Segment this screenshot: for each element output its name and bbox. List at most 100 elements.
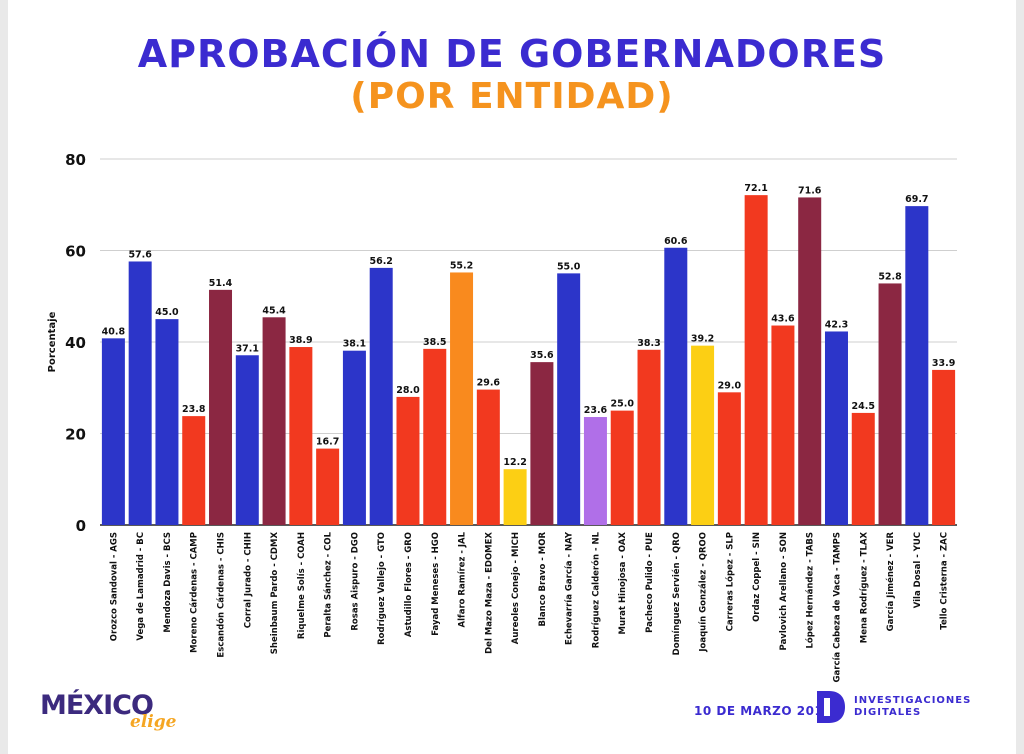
bar bbox=[155, 319, 179, 525]
y-tick-label: 80 bbox=[65, 151, 86, 169]
x-tick-label: Vila Dosal - YUC bbox=[913, 532, 923, 608]
data-label: 33.9 bbox=[932, 358, 955, 369]
data-label: 12.2 bbox=[503, 457, 526, 468]
x-tick-label: Astudillo Flores - GRO bbox=[404, 532, 414, 637]
x-tick-label: Peralta Sánchez - COL bbox=[324, 531, 334, 637]
logo-text-main: MÉXICO bbox=[40, 690, 154, 721]
data-label: 37.1 bbox=[236, 343, 259, 354]
y-axis-label: Porcentaje bbox=[47, 311, 58, 372]
x-tick-label: Corral Jurado - CHIH bbox=[243, 532, 253, 628]
bar bbox=[771, 325, 795, 525]
data-label: 25.0 bbox=[611, 399, 635, 410]
brand-line-1: INVESTIGACIONES bbox=[854, 695, 972, 706]
data-label: 23.8 bbox=[182, 404, 206, 415]
data-label: 39.2 bbox=[691, 334, 714, 345]
x-tick-label: Rodríguez Calderón - NL bbox=[590, 531, 601, 648]
bar bbox=[423, 348, 447, 525]
investigaciones-digitales-logo: INVESTIGACIONES DIGITALES bbox=[814, 688, 971, 726]
y-tick-label: 20 bbox=[65, 426, 86, 444]
bar bbox=[530, 362, 554, 525]
bar bbox=[450, 272, 474, 525]
chart-subtitle: (POR ENTIDAD) bbox=[350, 76, 674, 117]
x-tick-label: Sheinbaum Pardo - CDMX bbox=[270, 532, 280, 655]
x-tick-label: Escandón Cárdenas - CHIS bbox=[216, 532, 227, 658]
data-label: 60.6 bbox=[664, 236, 688, 247]
x-tick-label: Rodríguez Vallejo - GTO bbox=[377, 532, 387, 645]
bar bbox=[503, 469, 527, 525]
bar bbox=[369, 267, 393, 525]
x-tick-label: Vega de Lamadrid - BC bbox=[136, 532, 146, 641]
bar bbox=[396, 396, 420, 525]
data-label: 38.5 bbox=[423, 337, 446, 348]
x-tick-label: Orozco Sandoval - AGS bbox=[109, 532, 119, 641]
y-tick-label: 0 bbox=[76, 517, 86, 535]
data-label: 38.3 bbox=[637, 338, 660, 349]
data-label: 56.2 bbox=[369, 256, 392, 267]
bar bbox=[101, 338, 125, 525]
publication-date: 10 DE MARZO 2019 bbox=[694, 704, 833, 718]
logo-text-script: elige bbox=[130, 712, 177, 732]
data-label: 38.9 bbox=[289, 335, 312, 346]
data-label: 29.0 bbox=[718, 380, 742, 391]
data-label: 45.0 bbox=[155, 307, 179, 318]
bar bbox=[316, 448, 340, 525]
x-tick-label: Mena Rodríguez - TLAX bbox=[859, 532, 869, 644]
x-tick-label: Riquelme Solís - COAH bbox=[297, 532, 307, 639]
x-tick-label: Tello Cristerna - ZAC bbox=[940, 532, 950, 630]
data-label: 71.6 bbox=[798, 185, 822, 196]
x-tick-label: Alfaro Ramírez - JAL bbox=[458, 531, 468, 627]
bar bbox=[557, 273, 581, 525]
data-label: 57.6 bbox=[128, 249, 152, 260]
x-tick-label: Domínguez Servién - QRO bbox=[671, 532, 682, 655]
data-label: 45.4 bbox=[262, 305, 286, 316]
bar bbox=[851, 412, 875, 525]
bar bbox=[691, 345, 715, 525]
bar bbox=[905, 206, 929, 525]
x-tick-label: García Cabeza de Vaca - TAMPS bbox=[832, 532, 842, 682]
x-tick-label: Moreno Cárdenas - CAMP bbox=[190, 532, 200, 653]
brand-line-2: DIGITALES bbox=[854, 707, 922, 718]
data-label: 55.2 bbox=[450, 260, 473, 271]
data-label: 38.1 bbox=[343, 339, 366, 350]
x-tick-label: Pavlovich Arellano - SON bbox=[779, 532, 789, 650]
data-label: 16.7 bbox=[316, 437, 339, 448]
y-tick-label: 40 bbox=[65, 334, 86, 352]
y-tick-label: 60 bbox=[65, 243, 86, 261]
bar bbox=[798, 197, 822, 525]
bar bbox=[476, 389, 500, 525]
bar bbox=[744, 195, 768, 525]
x-tick-label: Del Mazo Maza - EDOMEX bbox=[484, 532, 494, 654]
bar bbox=[182, 416, 206, 525]
bar bbox=[824, 331, 848, 525]
x-tick-label: Murat Hinojosa - OAX bbox=[618, 532, 628, 635]
data-label: 55.0 bbox=[557, 261, 581, 272]
x-tick-label: Carreras López - SLP bbox=[724, 532, 735, 631]
bar bbox=[262, 317, 286, 525]
data-label: 35.6 bbox=[530, 350, 554, 361]
bar bbox=[128, 261, 152, 525]
data-label: 51.4 bbox=[209, 278, 233, 289]
bar bbox=[717, 392, 741, 525]
data-label: 43.6 bbox=[771, 314, 795, 325]
mexico-elige-logo: MÉXICO elige bbox=[40, 690, 176, 732]
data-label: 69.7 bbox=[905, 194, 928, 205]
bar bbox=[932, 369, 956, 525]
x-tick-label: Mendoza Davis - BCS bbox=[163, 532, 173, 633]
bar bbox=[342, 350, 366, 525]
bar bbox=[664, 247, 688, 525]
x-tick-label: Echevarría García - NAY bbox=[565, 531, 575, 645]
bar bbox=[583, 417, 607, 525]
x-tick-label: Fayad Meneses - HGO bbox=[431, 532, 441, 636]
x-tick-label: López Hernández - TABS bbox=[805, 532, 816, 648]
x-tick-label: Ordaz Coppel - SIN bbox=[752, 532, 762, 622]
data-label: 28.0 bbox=[396, 385, 420, 396]
bar bbox=[610, 410, 634, 525]
x-tick-label: García Jiménez - VER bbox=[885, 532, 896, 632]
data-label: 23.6 bbox=[584, 405, 608, 416]
bar bbox=[878, 283, 902, 525]
data-label: 40.8 bbox=[102, 326, 126, 337]
bar bbox=[209, 289, 233, 525]
data-label: 72.1 bbox=[744, 183, 767, 194]
bar bbox=[235, 355, 259, 525]
